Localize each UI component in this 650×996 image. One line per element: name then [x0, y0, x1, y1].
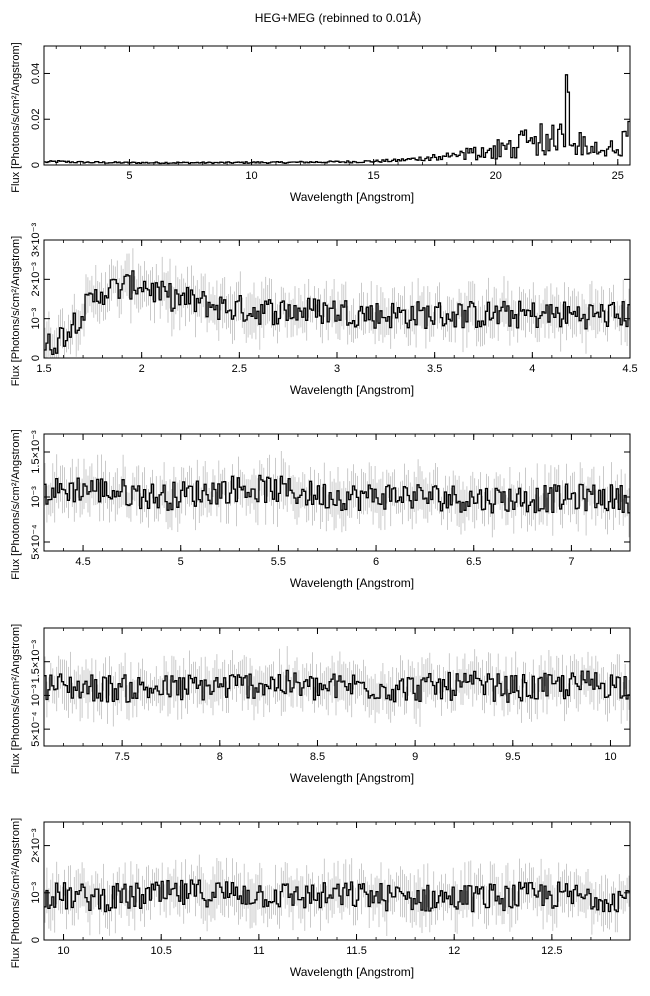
spectrum-line	[44, 879, 630, 913]
y-tick-label: 5×10⁻⁴	[30, 711, 42, 747]
x-tick-label: 8.5	[310, 751, 325, 763]
x-tick-label: 6.5	[466, 556, 481, 568]
x-tick-label: 10	[245, 170, 257, 182]
x-tick-label: 2	[139, 363, 145, 375]
x-tick-label: 12	[448, 945, 460, 957]
panel-4: 7.5 8 8.5 9 9.5 10 5×10⁻⁴ 10⁻³1.5×10⁻³ Wavelengt…	[10, 624, 631, 785]
spectrum-series	[44, 248, 630, 358]
spectrum-series	[44, 854, 630, 936]
x-tick-label: 10.5	[150, 945, 171, 957]
figure-title: HEG+MEG (rebinned to 0.01Å)	[255, 10, 421, 25]
y-axis-label: Flux [Photons/s/cm²/Angstrom]	[10, 818, 22, 968]
x-tick-label: 5	[126, 170, 132, 182]
y-tick-label: 2×10⁻³	[30, 262, 42, 297]
y-tick-label: 3×10⁻³	[30, 223, 42, 258]
spectrum-series	[44, 451, 630, 538]
panel-1: 5 10 15 20 25 0 0.02 0.04 Wavelength [Angstrom] F…	[10, 42, 631, 204]
y-tick-label: 1.5×10⁻³	[30, 640, 42, 684]
x-tick-label: 4.5	[622, 363, 637, 375]
x-tick-label: 25	[612, 170, 624, 182]
x-tick-label: 12.5	[541, 945, 562, 957]
y-tick-label: 5×10⁻⁴	[30, 524, 42, 560]
x-tick-label: 10	[604, 751, 616, 763]
x-tick-label: 20	[490, 170, 502, 182]
y-tick-label: 0	[30, 937, 42, 943]
spectrum-line	[44, 474, 630, 514]
y-tick-label: 0	[30, 355, 42, 361]
panel-5: 10 10.5 11 11.5 12 12.5 0 10⁻³ 2×10⁻³ Wavelength …	[10, 818, 631, 979]
y-tick-label: 0.04	[30, 63, 42, 84]
x-tick-label: 8	[217, 751, 223, 763]
x-tick-label: 2.5	[232, 363, 247, 375]
spectrum-series	[44, 646, 630, 727]
y-tick-label: 10⁻³	[30, 486, 42, 508]
spectrum-line	[44, 669, 630, 703]
x-tick-label: 1.5	[36, 363, 51, 375]
spectrum-line	[44, 270, 630, 356]
x-tick-label: 11.5	[346, 945, 367, 957]
x-tick-label: 6	[373, 556, 379, 568]
panel-2: 1.5 2 2.5 3 3.5 4 4.5 0 10⁻³ 2×10⁻³ 3×10⁻³ Waveleng…	[10, 223, 638, 397]
x-tick-label: 15	[368, 170, 380, 182]
x-axis-label: Wavelength [Angstrom]	[290, 383, 414, 397]
x-tick-label: 9.5	[505, 751, 520, 763]
y-tick-label: 10⁻³	[30, 307, 42, 329]
y-tick-label: 0	[30, 162, 42, 168]
x-tick-label: 11	[253, 945, 264, 957]
y-tick-label: 0.02	[30, 109, 42, 130]
x-tick-label: 10	[57, 945, 69, 957]
x-tick-label: 4.5	[75, 556, 90, 568]
y-tick-label: 1.5×10⁻³	[30, 430, 42, 474]
plot-frame	[43, 45, 631, 166]
x-tick-label: 7.5	[114, 751, 129, 763]
x-tick-label: 7	[568, 556, 574, 568]
spectrum-line	[44, 74, 630, 165]
y-tick-label: 10⁻³	[30, 684, 42, 706]
x-tick-label: 5	[178, 556, 184, 568]
y-axis-label: Flux [Photons/s/cm²/Angstrom]	[10, 236, 22, 386]
x-tick-label: 5.5	[271, 556, 286, 568]
x-tick-label: 3	[334, 363, 340, 375]
panel-3: 4.5 5 5.5 6 6.5 7 5×10⁻⁴ 10⁻³ 1.5×10⁻³ Wavelength…	[10, 429, 631, 590]
x-axis-label: Wavelength [Angstrom]	[290, 190, 414, 204]
x-axis-label: Wavelength [Angstrom]	[290, 576, 414, 590]
y-axis-label: Flux [Photons/s/cm²/Angstrom]	[10, 429, 22, 579]
y-axis-label: Flux [Photons/s/cm²/Angstrom]	[10, 42, 22, 192]
x-axis-label: Wavelength [Angstrom]	[290, 771, 414, 785]
x-tick-label: 3.5	[427, 363, 442, 375]
y-tick-label: 10⁻³	[30, 882, 42, 904]
spectrum-series	[44, 74, 630, 165]
x-axis-label: Wavelength [Angstrom]	[290, 965, 414, 979]
x-tick-label: 9	[412, 751, 418, 763]
x-tick-label: 4	[529, 363, 535, 375]
y-tick-label: 2×10⁻³	[30, 828, 42, 863]
y-axis-label: Flux [Photons/s/cm²/Angstrom]	[10, 624, 22, 774]
